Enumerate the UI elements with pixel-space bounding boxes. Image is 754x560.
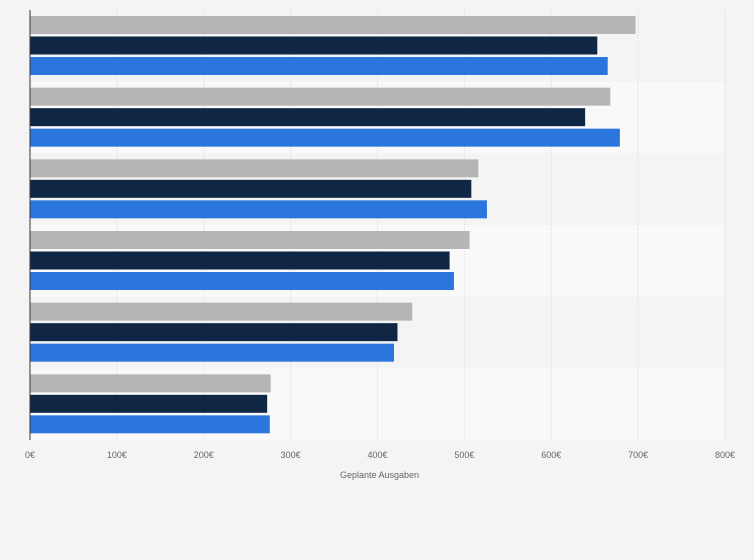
grid-lines [116, 10, 726, 440]
x-tick-label: 400€ [367, 450, 387, 460]
bar [30, 57, 608, 75]
x-tick-label: 300€ [281, 450, 301, 460]
bar [30, 200, 487, 219]
bar [30, 128, 620, 147]
bars [30, 16, 636, 434]
bar [30, 87, 611, 106]
x-axis-ticks: 0€ 100€ 200€ 300€ 400€ 500€ 600€ 700€ 800€ [25, 450, 735, 460]
bar [30, 159, 479, 178]
bar [30, 108, 586, 127]
bar [30, 251, 450, 270]
bar [30, 343, 395, 362]
x-axis-title: Geplante Ausgaben [340, 470, 419, 480]
bar [30, 16, 636, 34]
x-tick-label: 200€ [194, 450, 214, 460]
x-tick-label: 700€ [628, 450, 648, 460]
bar [30, 394, 268, 413]
bar [30, 374, 271, 393]
bar [30, 231, 470, 249]
bar [30, 179, 472, 198]
bar [30, 302, 413, 321]
x-tick-label: 0€ [25, 450, 35, 460]
bar [30, 323, 398, 342]
x-tick-label: 600€ [541, 450, 561, 460]
x-tick-label: 100€ [107, 450, 127, 460]
x-tick-label: 800€ [715, 450, 735, 460]
bar [30, 415, 270, 434]
x-tick-label: 500€ [454, 450, 474, 460]
bar [30, 36, 598, 55]
bar [30, 272, 454, 290]
